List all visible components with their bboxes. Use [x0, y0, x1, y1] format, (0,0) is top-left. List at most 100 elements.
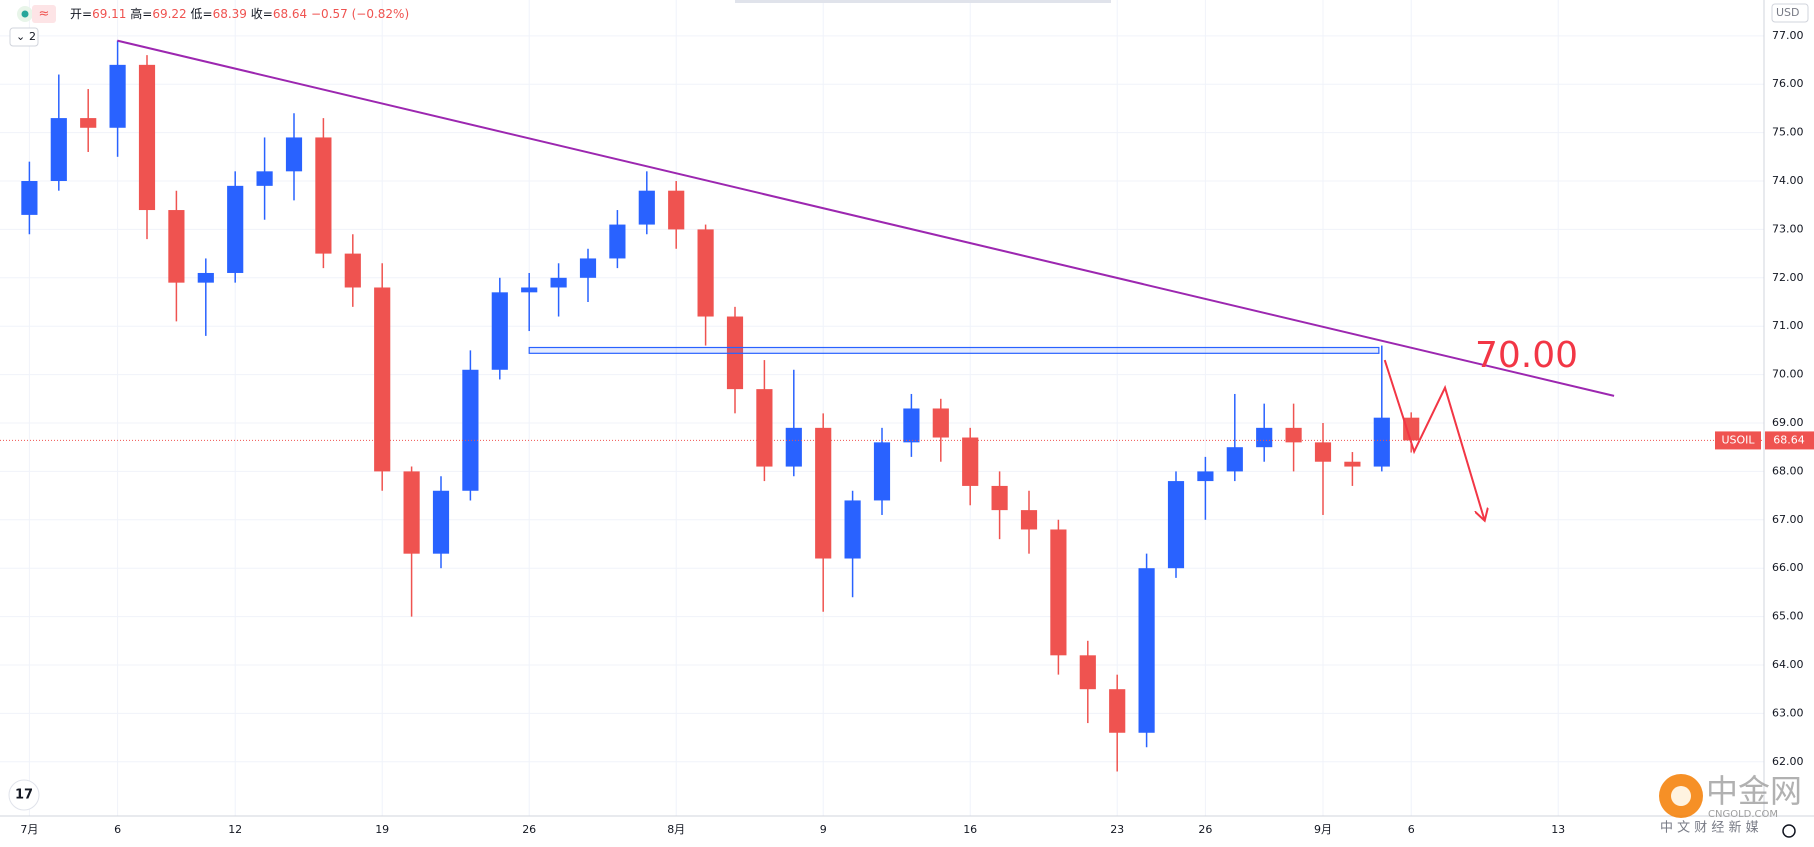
- footer-text: 中 文 财 经 新 媒: [1660, 820, 1759, 836]
- y-tick-label: 77.00: [1772, 29, 1804, 42]
- candle-body: [50, 118, 67, 182]
- candle-body: [1344, 461, 1361, 467]
- candle-body: [991, 485, 1008, 511]
- candle-body: [668, 190, 685, 230]
- open-value: 69.11: [92, 7, 126, 21]
- candle-body: [1167, 481, 1185, 569]
- wave-badge: [32, 5, 56, 23]
- y-tick-label: 73.00: [1772, 222, 1804, 235]
- y-tick-label: 69.00: [1772, 416, 1804, 429]
- indicator-toggle[interactable]: [9, 27, 39, 47]
- price-tag: [1765, 431, 1814, 450]
- price-axis: [1764, 0, 1814, 847]
- candle-body: [432, 490, 450, 554]
- top-tab: [735, 0, 1111, 3]
- candle-body: [962, 437, 979, 486]
- candle-body: [844, 500, 861, 559]
- candle-body: [1197, 471, 1214, 482]
- x-tick-label: 12: [228, 823, 242, 836]
- candle-body: [1226, 447, 1243, 472]
- close-label: 收=: [251, 7, 273, 21]
- y-tick-label: 66.00: [1772, 561, 1804, 574]
- watermark-logo-inner: [1671, 786, 1691, 806]
- open-label: 开=: [70, 7, 92, 21]
- candle-body: [462, 369, 479, 491]
- candle-body: [138, 64, 156, 211]
- candle-body: [903, 408, 920, 443]
- x-tick-label: 19: [375, 823, 389, 836]
- y-tick-label: 72.00: [1772, 271, 1804, 284]
- x-tick-label: 9月: [1314, 823, 1332, 836]
- y-tick-label: 67.00: [1772, 513, 1804, 526]
- candle-body: [403, 471, 420, 554]
- low-value: 68.39: [213, 7, 247, 21]
- high-value: 69.22: [152, 7, 186, 21]
- high-label: 高=: [130, 6, 152, 21]
- candle-body: [80, 118, 97, 128]
- candle-body: [579, 258, 597, 278]
- candle-body: [756, 389, 773, 467]
- currency-select[interactable]: [1771, 3, 1809, 23]
- indicator-count: 2: [29, 30, 36, 43]
- candle-body: [1109, 689, 1126, 733]
- candle-body: [168, 210, 185, 283]
- candle-body: [1314, 442, 1332, 462]
- watermark-sub: CNGOLD.COM: [1708, 809, 1778, 820]
- y-tick-label: 64.00: [1772, 658, 1804, 671]
- candle-body: [315, 137, 332, 254]
- candle-body: [227, 185, 244, 273]
- ohlc-header: 开=69.11 高=69.22 低=68.39 收=68.64 −0.57 (−…: [70, 6, 409, 21]
- y-tick-label: 70.00: [1772, 368, 1804, 381]
- change: −0.57 (−0.82%): [311, 7, 409, 21]
- candle-body: [491, 292, 508, 370]
- candle-body: [285, 137, 303, 172]
- candle-body: [1138, 568, 1155, 733]
- candle-body: [697, 229, 714, 317]
- candle-body: [374, 287, 391, 472]
- candle-body: [344, 253, 361, 288]
- y-tick-label: 76.00: [1772, 77, 1804, 90]
- candle-body: [521, 287, 538, 293]
- x-tick-label: 16: [963, 823, 977, 836]
- watermark: 中金网: [1706, 772, 1802, 810]
- status-dot: [21, 10, 29, 18]
- candle-body: [873, 442, 891, 501]
- candle-body: [1285, 427, 1302, 443]
- candle-body: [1079, 655, 1096, 690]
- y-tick-label: 65.00: [1772, 610, 1804, 623]
- candle-body: [932, 408, 949, 438]
- x-tick-label: 26: [1198, 823, 1212, 836]
- currency: USD: [1776, 6, 1800, 19]
- price-tag-label: 68.64: [1773, 433, 1805, 446]
- tv-logo-text: 17: [15, 788, 33, 803]
- y-tick-label: 63.00: [1772, 706, 1804, 719]
- x-tick-label: 26: [522, 823, 536, 836]
- x-tick-label: 7月: [20, 823, 38, 836]
- tv-logo[interactable]: [8, 779, 40, 811]
- symbol-label: USOIL: [1721, 433, 1755, 446]
- x-tick-label: 8月: [667, 823, 685, 836]
- symbol-tag: [1715, 431, 1761, 450]
- indicator-chevron: ⌄: [16, 30, 25, 43]
- y-tick-label: 68.00: [1772, 464, 1804, 477]
- trendline: [117, 39, 1615, 397]
- candle-body: [256, 171, 273, 186]
- wave-icon: ≈: [39, 7, 50, 22]
- x-tick-label: 6: [1408, 823, 1415, 836]
- candle-body: [609, 224, 626, 259]
- candle-body: [197, 272, 214, 283]
- y-tick-label: 62.00: [1772, 755, 1804, 768]
- y-tick-label: 74.00: [1772, 174, 1804, 187]
- candle-body: [1256, 427, 1273, 448]
- candle-body: [638, 190, 655, 225]
- candle-body: [109, 64, 126, 128]
- candle-body: [1020, 510, 1038, 530]
- price-zone: [528, 346, 1380, 354]
- close-value: 68.64: [273, 7, 307, 21]
- y-tick-label: 75.00: [1772, 126, 1804, 139]
- settings-icon[interactable]: [1782, 824, 1796, 838]
- x-tick-label: 9: [820, 823, 827, 836]
- x-tick-label: 13: [1551, 823, 1565, 836]
- candle-body: [1403, 417, 1420, 441]
